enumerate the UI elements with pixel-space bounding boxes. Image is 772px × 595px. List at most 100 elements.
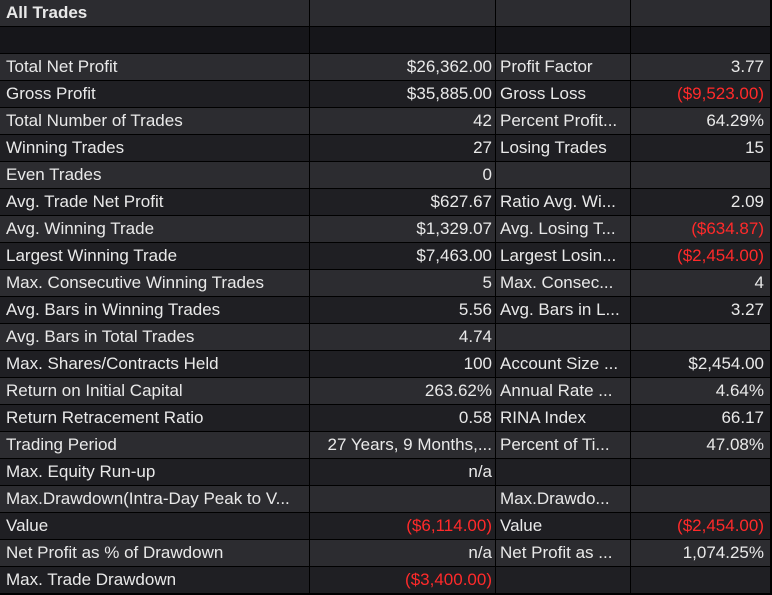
- metric-label: Return Retracement Ratio: [0, 405, 309, 431]
- table-row: Avg. Trade Net Profit $627.67 Ratio Avg. W…: [0, 189, 772, 216]
- metric-value: 5.56: [310, 297, 495, 323]
- metric-label-secondary: Net Profit as ...: [496, 540, 630, 566]
- metric-value: 5: [310, 270, 495, 296]
- metric-label: Avg. Trade Net Profit: [0, 189, 309, 215]
- table-row: Largest Winning Trade $7,463.00 Largest Lo…: [0, 243, 772, 270]
- metric-value-secondary: $2,454.00: [631, 351, 770, 377]
- metric-value-secondary: 4: [631, 270, 770, 296]
- metric-label-secondary: Ratio Avg. Wi...: [496, 189, 630, 215]
- metric-value-secondary: 47.08%: [631, 432, 770, 458]
- metric-value: 27 Years, 9 Months,...: [310, 432, 495, 458]
- metric-label-secondary: [496, 324, 630, 350]
- table-row: Max. Equity Run-up n/a: [0, 459, 772, 486]
- metric-label: Even Trades: [0, 162, 309, 188]
- header-row: All Trades: [0, 0, 772, 27]
- metric-label: Total Net Profit: [0, 54, 309, 80]
- metric-value: 0.58: [310, 405, 495, 431]
- table-body: Total Net Profit $26,362.00 Profit Factor 3…: [0, 54, 772, 594]
- metric-value-secondary: ($2,454.00): [631, 243, 770, 269]
- table-row: Trading Period 27 Years, 9 Months,... Perc…: [0, 432, 772, 459]
- table-row: Net Profit as % of Drawdown n/a Net Profit…: [0, 540, 772, 567]
- metric-label: Max. Trade Drawdown: [0, 567, 309, 593]
- table-row: Return Retracement Ratio 0.58 RINA Index 66…: [0, 405, 772, 432]
- metric-value-secondary: ($9,523.00): [631, 81, 770, 107]
- metric-label-secondary: [496, 162, 630, 188]
- metric-value-secondary: ($2,454.00): [631, 513, 770, 539]
- metric-label-secondary: Losing Trades: [496, 135, 630, 161]
- metric-value: n/a: [310, 459, 495, 485]
- metric-value: $7,463.00: [310, 243, 495, 269]
- metric-value-secondary: 15: [631, 135, 770, 161]
- spacer-cell: [631, 27, 770, 53]
- metric-value: ($6,114.00): [310, 513, 495, 539]
- metric-label-secondary: Avg. Losing T...: [496, 216, 630, 242]
- table-row: Avg. Bars in Total Trades 4.74: [0, 324, 772, 351]
- metric-label: Avg. Bars in Winning Trades: [0, 297, 309, 323]
- spacer-cell: [496, 27, 630, 53]
- metric-value: $35,885.00: [310, 81, 495, 107]
- table-row: Max.Drawdown(Intra-Day Peak to V... Max.D…: [0, 486, 772, 513]
- metric-label-secondary: Annual Rate ...: [496, 378, 630, 404]
- metric-value-secondary: 64.29%: [631, 108, 770, 134]
- metric-value: 263.62%: [310, 378, 495, 404]
- metric-value: 4.74: [310, 324, 495, 350]
- metric-label-secondary: Value: [496, 513, 630, 539]
- table-row: Gross Profit $35,885.00 Gross Loss ($9,523.…: [0, 81, 772, 108]
- metric-value-secondary: [631, 486, 770, 512]
- metric-value: 100: [310, 351, 495, 377]
- table-row: Avg. Winning Trade $1,329.07 Avg. Losing T…: [0, 216, 772, 243]
- metric-value-secondary: 4.64%: [631, 378, 770, 404]
- table-row: Max. Consecutive Winning Trades 5 Max. Con…: [0, 270, 772, 297]
- metric-value: n/a: [310, 540, 495, 566]
- metric-value-secondary: 66.17: [631, 405, 770, 431]
- metric-label-secondary: Gross Loss: [496, 81, 630, 107]
- table-row: Return on Initial Capital 263.62% Annual R…: [0, 378, 772, 405]
- metric-value: 0: [310, 162, 495, 188]
- header-cell: [631, 0, 770, 26]
- metric-value-secondary: ($634.87): [631, 216, 770, 242]
- metric-value-secondary: 3.27: [631, 297, 770, 323]
- metric-label-secondary: Max.Drawdo...: [496, 486, 630, 512]
- metric-label: Winning Trades: [0, 135, 309, 161]
- table-row: Winning Trades 27 Losing Trades 15: [0, 135, 772, 162]
- metric-label: Return on Initial Capital: [0, 378, 309, 404]
- metric-label-secondary: [496, 567, 630, 593]
- metric-value: ($3,400.00): [310, 567, 495, 593]
- metric-label: Net Profit as % of Drawdown: [0, 540, 309, 566]
- metric-label: Avg. Bars in Total Trades: [0, 324, 309, 350]
- metric-label-secondary: Percent of Ti...: [496, 432, 630, 458]
- table-row: Even Trades 0: [0, 162, 772, 189]
- header-cell: [496, 0, 630, 26]
- metric-label-secondary: Avg. Bars in L...: [496, 297, 630, 323]
- metric-value: 42: [310, 108, 495, 134]
- metric-value-secondary: [631, 567, 770, 593]
- spacer-cell: [0, 27, 309, 53]
- metric-label: Trading Period: [0, 432, 309, 458]
- metric-label: Max. Equity Run-up: [0, 459, 309, 485]
- metric-label-secondary: Account Size ...: [496, 351, 630, 377]
- metric-label-secondary: Profit Factor: [496, 54, 630, 80]
- metric-label: Avg. Winning Trade: [0, 216, 309, 242]
- header-cell: [310, 0, 495, 26]
- table-title: All Trades: [0, 0, 309, 26]
- table-row: Total Net Profit $26,362.00 Profit Factor 3…: [0, 54, 772, 81]
- metric-label: Largest Winning Trade: [0, 243, 309, 269]
- table-row: Avg. Bars in Winning Trades 5.56 Avg. Bars…: [0, 297, 772, 324]
- metric-label: Max. Consecutive Winning Trades: [0, 270, 309, 296]
- metric-value-secondary: [631, 459, 770, 485]
- table-row: Max. Shares/Contracts Held 100 Account Siz…: [0, 351, 772, 378]
- table-row: Max. Trade Drawdown ($3,400.00): [0, 567, 772, 594]
- metric-label-secondary: Largest Losin...: [496, 243, 630, 269]
- metric-label-secondary: Max. Consec...: [496, 270, 630, 296]
- metric-label: Max. Shares/Contracts Held: [0, 351, 309, 377]
- metric-label: Value: [0, 513, 309, 539]
- metric-label: Gross Profit: [0, 81, 309, 107]
- metric-value-secondary: 3.77: [631, 54, 770, 80]
- metric-value: [310, 486, 495, 512]
- metric-value: $26,362.00: [310, 54, 495, 80]
- metric-value: 27: [310, 135, 495, 161]
- metric-value: $1,329.07: [310, 216, 495, 242]
- metric-value-secondary: [631, 162, 770, 188]
- metric-label: Max.Drawdown(Intra-Day Peak to V...: [0, 486, 309, 512]
